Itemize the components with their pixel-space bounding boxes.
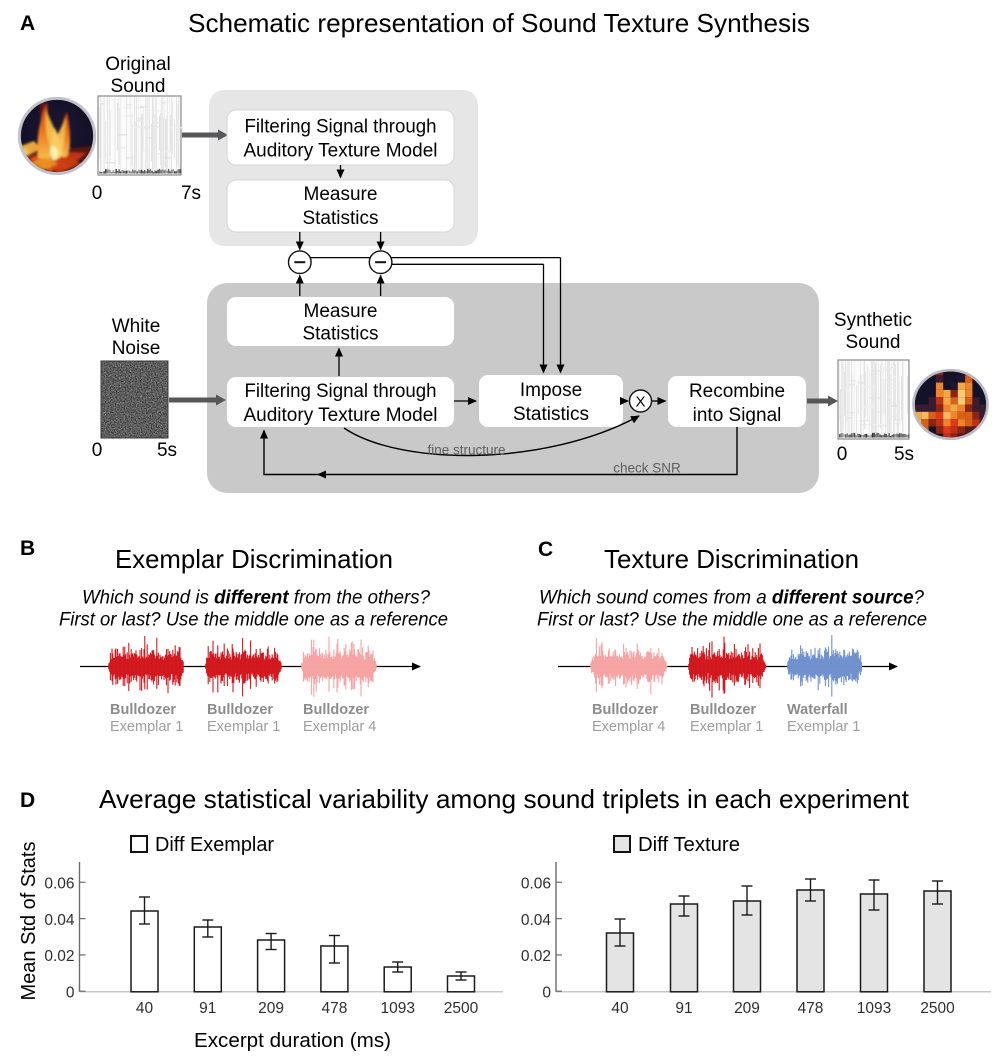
svg-text:1093: 1093 — [380, 1000, 414, 1017]
svg-text:0.06: 0.06 — [521, 876, 551, 893]
svg-text:0: 0 — [92, 440, 103, 461]
svg-text:First or last? Use the middle: First or last? Use the middle one as a r… — [59, 610, 448, 631]
svg-text:Sound: Sound — [111, 76, 166, 97]
svg-text:0: 0 — [542, 984, 551, 1001]
svg-text:B: B — [20, 537, 35, 560]
svg-text:Sound: Sound — [846, 332, 901, 353]
svg-text:0: 0 — [837, 444, 848, 465]
svg-text:Schematic representation of So: Schematic representation of Sound Textur… — [188, 8, 810, 38]
svg-text:Auditory Texture Model: Auditory Texture Model — [244, 141, 438, 162]
svg-text:Statistics: Statistics — [302, 324, 378, 345]
svg-text:0.02: 0.02 — [44, 948, 74, 965]
svg-text:Bulldozer: Bulldozer — [110, 702, 176, 718]
svg-text:A: A — [20, 12, 35, 35]
svg-text:Auditory Texture Model: Auditory Texture Model — [244, 405, 438, 426]
svg-text:Diff Exemplar: Diff Exemplar — [155, 834, 274, 856]
svg-text:1093: 1093 — [857, 1000, 891, 1017]
svg-text:White: White — [112, 316, 161, 337]
svg-text:478: 478 — [798, 1000, 824, 1017]
svg-text:478: 478 — [321, 1000, 347, 1017]
svg-text:0: 0 — [66, 984, 75, 1001]
svg-text:Statistics: Statistics — [513, 404, 589, 425]
svg-text:Exemplar 1: Exemplar 1 — [690, 719, 763, 735]
svg-text:Filtering Signal through: Filtering Signal through — [245, 117, 437, 138]
svg-text:Mean Std of Stats: Mean Std of Stats — [18, 842, 40, 1001]
svg-text:First or last? Use the middle: First or last? Use the middle one as a r… — [537, 610, 927, 631]
svg-text:0: 0 — [92, 183, 103, 204]
svg-text:0.02: 0.02 — [521, 948, 551, 965]
svg-text:X: X — [635, 394, 645, 411]
svg-text:5s: 5s — [894, 444, 914, 465]
svg-text:5s: 5s — [157, 440, 177, 461]
svg-text:Exemplar 4: Exemplar 4 — [303, 719, 376, 735]
svg-text:Bulldozer: Bulldozer — [690, 702, 756, 718]
svg-text:Synthetic: Synthetic — [834, 310, 912, 331]
svg-text:Texture Discrimination: Texture Discrimination — [604, 544, 859, 574]
svg-text:Which sound is different from: Which sound is different from the others… — [82, 588, 430, 609]
svg-text:Exemplar 1: Exemplar 1 — [787, 719, 860, 735]
svg-text:Measure: Measure — [304, 184, 378, 205]
svg-text:Statistics: Statistics — [302, 208, 378, 229]
svg-text:Waterfall: Waterfall — [787, 702, 848, 718]
svg-text:Recombine: Recombine — [689, 381, 785, 402]
svg-text:Bulldozer: Bulldozer — [303, 702, 369, 718]
svg-text:Original: Original — [105, 54, 170, 75]
svg-text:91: 91 — [199, 1000, 216, 1017]
svg-text:Filtering Signal through: Filtering Signal through — [245, 381, 437, 402]
svg-text:Exemplar 1: Exemplar 1 — [207, 719, 280, 735]
svg-text:2500: 2500 — [920, 1000, 955, 1017]
svg-text:Exemplar 4: Exemplar 4 — [592, 719, 665, 735]
svg-text:Bulldozer: Bulldozer — [207, 702, 273, 718]
svg-text:0.04: 0.04 — [44, 912, 75, 929]
svg-text:D: D — [20, 789, 35, 812]
svg-text:0.04: 0.04 — [521, 912, 552, 929]
svg-text:check SNR: check SNR — [613, 461, 681, 476]
svg-text:40: 40 — [136, 1000, 154, 1017]
svg-text:40: 40 — [611, 1000, 629, 1017]
svg-text:209: 209 — [258, 1000, 284, 1017]
svg-text:Noise: Noise — [112, 338, 161, 359]
svg-text:Measure: Measure — [304, 301, 378, 322]
svg-text:7s: 7s — [181, 183, 201, 204]
svg-text:Bulldozer: Bulldozer — [592, 702, 658, 718]
svg-text:into Signal: into Signal — [693, 405, 782, 426]
svg-text:Diff Texture: Diff Texture — [638, 834, 740, 856]
svg-text:Exemplar 1: Exemplar 1 — [110, 719, 183, 735]
svg-text:209: 209 — [734, 1000, 760, 1017]
svg-text:Exemplar Discrimination: Exemplar Discrimination — [115, 544, 393, 574]
svg-text:Excerpt duration (ms): Excerpt duration (ms) — [194, 1029, 391, 1052]
svg-text:fine structure: fine structure — [427, 443, 505, 458]
svg-text:0.06: 0.06 — [44, 876, 74, 893]
svg-text:91: 91 — [675, 1000, 692, 1017]
svg-text:Impose: Impose — [520, 380, 582, 401]
svg-text:C: C — [538, 538, 553, 561]
svg-text:Average statistical variabilit: Average statistical variability among so… — [99, 784, 910, 814]
svg-text:2500: 2500 — [444, 1000, 479, 1017]
svg-text:Which sound comes from a diffe: Which sound comes from a different sourc… — [539, 588, 924, 609]
